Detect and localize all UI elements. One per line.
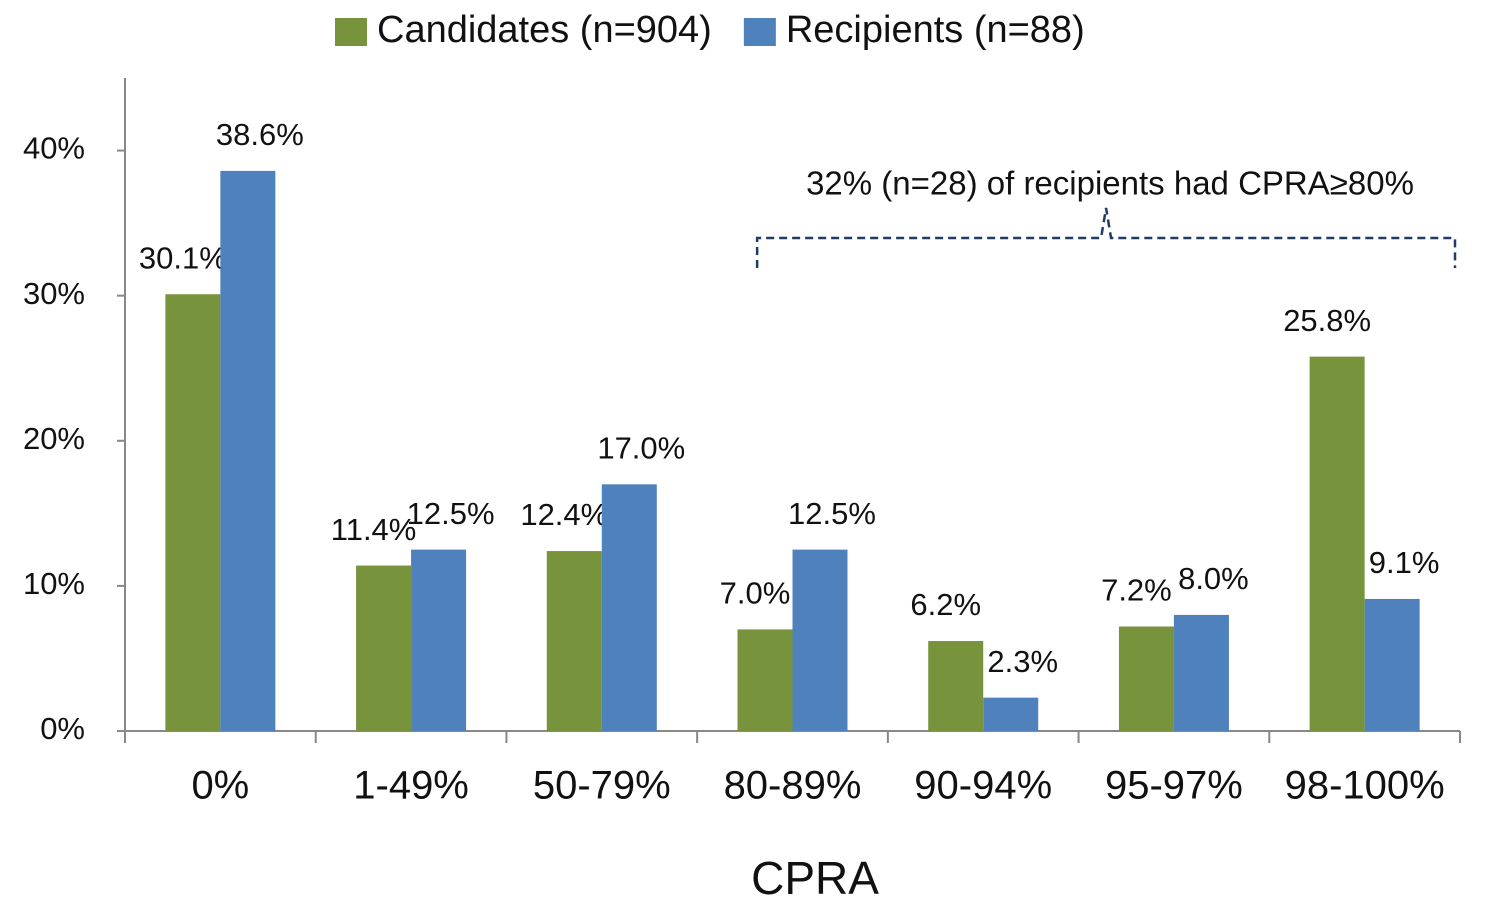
- value-label: 12.4%: [520, 497, 608, 532]
- legend-label: Recipients (n=88): [786, 9, 1085, 51]
- y-tick-label: 40%: [23, 131, 85, 166]
- y-tick-label: 20%: [23, 421, 85, 456]
- bar: [928, 641, 984, 731]
- value-label: 30.1%: [139, 240, 227, 275]
- y-tick-label: 0%: [40, 711, 85, 746]
- value-label: 7.0%: [720, 576, 791, 611]
- value-label: 17.0%: [597, 430, 685, 465]
- x-tick-label: 0%: [191, 764, 249, 808]
- bar: [983, 697, 1039, 731]
- x-tick-label: 98-100%: [1285, 764, 1445, 808]
- value-label: 38.6%: [216, 117, 304, 152]
- bar: [546, 551, 602, 731]
- value-label: 25.8%: [1283, 303, 1371, 338]
- bar: [411, 549, 467, 731]
- annotation-brace: [755, 207, 1457, 268]
- x-tick-label: 50-79%: [533, 764, 671, 808]
- value-label: 6.2%: [910, 587, 981, 622]
- legend-swatch: [743, 18, 776, 46]
- value-label: 12.5%: [407, 496, 495, 531]
- bar: [601, 484, 657, 731]
- y-tick-label: 10%: [23, 566, 85, 601]
- bar: [356, 565, 412, 731]
- bar: [165, 294, 221, 731]
- x-tick-label: 90-94%: [914, 764, 1052, 808]
- bar: [1118, 626, 1174, 731]
- y-tick-label: 30%: [23, 276, 85, 311]
- bar: [792, 549, 848, 731]
- bar: [1364, 598, 1420, 731]
- value-label: 9.1%: [1369, 545, 1440, 580]
- x-tick-label: 95-97%: [1105, 764, 1243, 808]
- bar: [1309, 356, 1365, 731]
- value-label: 11.4%: [331, 512, 417, 547]
- bar: [1173, 614, 1229, 731]
- annotation: 32% (n=28) of recipients had CPRA≥80%: [806, 165, 1414, 202]
- x-tick-label: 80-89%: [724, 764, 862, 808]
- x-tick-label: 1-49%: [353, 764, 469, 808]
- legend-swatch: [335, 18, 367, 46]
- value-label: 12.5%: [788, 496, 876, 531]
- x-axis-label: CPRA: [751, 852, 879, 903]
- bar: [220, 170, 276, 732]
- value-label: 8.0%: [1178, 561, 1249, 596]
- value-label: 2.3%: [987, 644, 1058, 679]
- bar: [737, 629, 793, 731]
- value-label: 7.2%: [1101, 573, 1172, 608]
- legend-label: Candidates (n=904): [377, 9, 712, 51]
